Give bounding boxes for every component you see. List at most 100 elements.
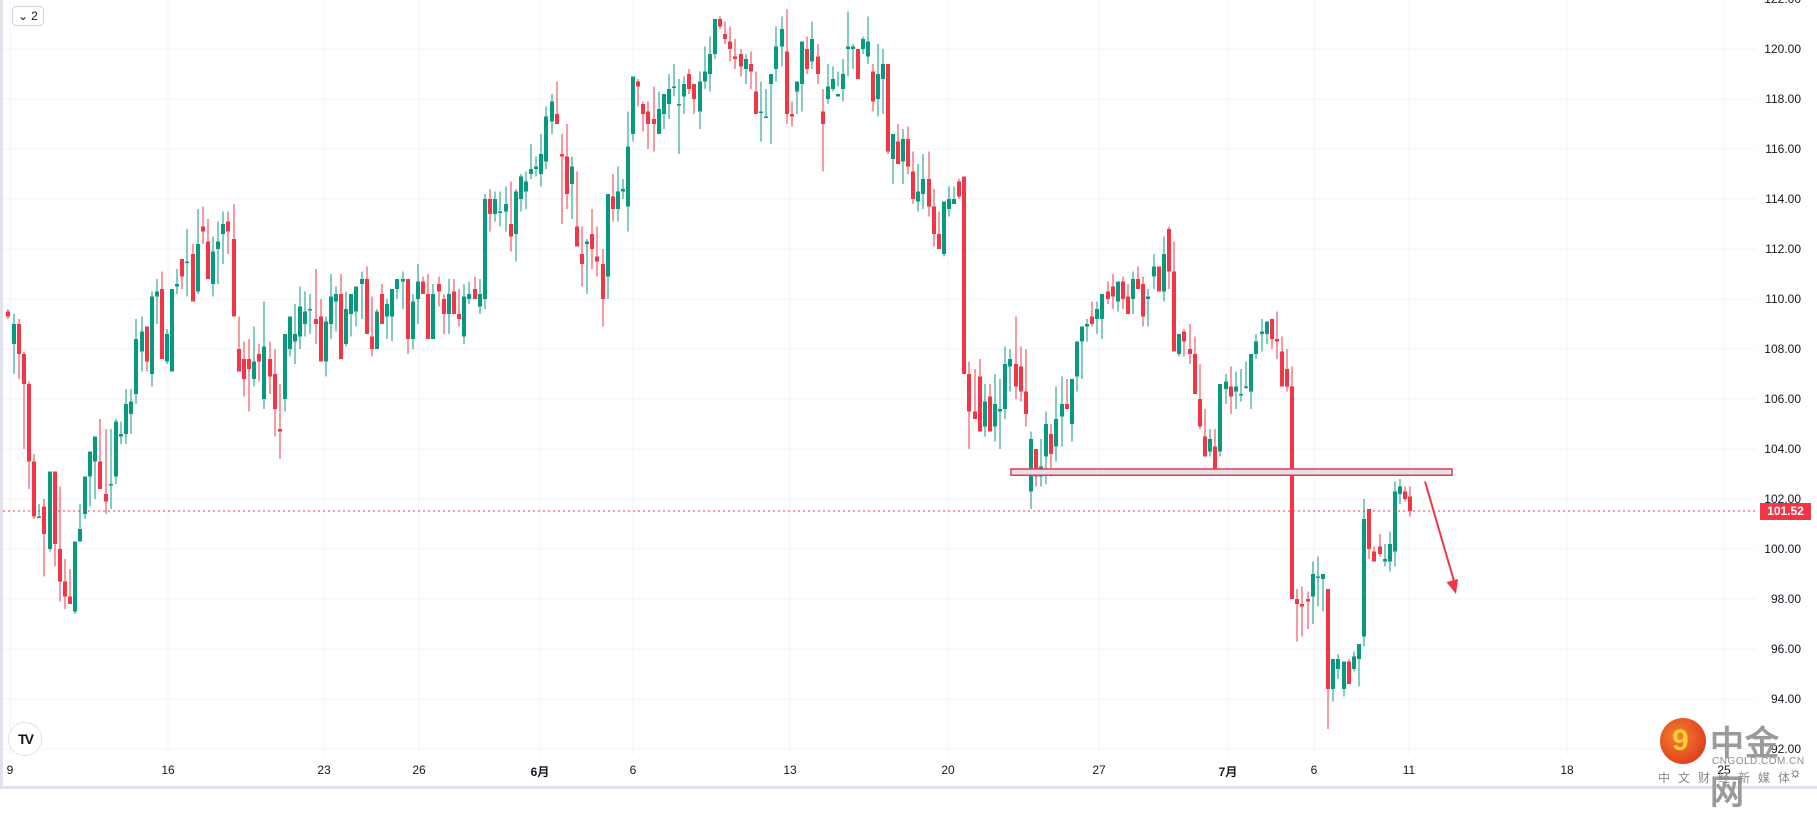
candle: [83, 476, 87, 519]
candle: [708, 36, 712, 92]
candle: [395, 279, 399, 299]
candle: [252, 326, 256, 387]
candle: [278, 384, 282, 459]
candle: [237, 316, 241, 372]
price-tick-label: 94.00: [1770, 692, 1801, 706]
time-tick-label: 11: [1402, 763, 1416, 777]
candle: [1326, 589, 1330, 729]
candle: [288, 316, 292, 357]
candle: [1157, 266, 1161, 292]
candle: [12, 314, 16, 374]
time-tick-label: 16: [161, 763, 175, 777]
candle: [88, 451, 92, 507]
candle: [646, 101, 650, 149]
candle: [1244, 361, 1248, 389]
candle: [1080, 326, 1084, 379]
candle: [1116, 281, 1120, 312]
candles: [6, 9, 1412, 729]
candle: [1331, 659, 1335, 702]
candle: [611, 174, 615, 222]
candle: [988, 384, 992, 432]
candle: [509, 181, 513, 252]
resistance-zone-rectangle[interactable]: [1010, 468, 1453, 476]
candle: [800, 41, 804, 112]
candlestick-plot[interactable]: [0, 0, 1817, 789]
price-tick-label: 106.00: [1764, 392, 1801, 406]
candle: [73, 541, 77, 614]
candle: [1280, 336, 1284, 387]
candle: [104, 429, 108, 514]
series-toggle-button[interactable]: ⌄ 2: [12, 6, 44, 26]
candle: [1141, 276, 1145, 327]
time-tick-label: 6月: [530, 765, 550, 779]
price-tick-label: 116.00: [1765, 142, 1801, 156]
candle: [1213, 429, 1217, 469]
candle: [1095, 301, 1099, 334]
candle: [411, 294, 415, 349]
candle: [216, 221, 220, 284]
candle: [303, 291, 307, 337]
candle: [718, 16, 722, 29]
candle: [1254, 334, 1258, 359]
candle: [856, 49, 860, 79]
candle: [682, 76, 686, 114]
candle: [641, 101, 645, 132]
candle: [221, 211, 225, 264]
candle: [17, 319, 21, 379]
candle: [129, 389, 133, 434]
time-tick-label: 13: [783, 763, 797, 777]
candle: [1372, 546, 1376, 562]
candle: [334, 286, 338, 332]
candle: [1398, 479, 1402, 504]
time-tick-label: 25: [1717, 763, 1731, 777]
price-axis[interactable]: 122.00 120.00 118.00 116.00 114.00 112.00 110.…: [1756, 0, 1817, 789]
candle: [349, 294, 353, 337]
candle: [759, 81, 763, 142]
candle: [1090, 301, 1094, 327]
candle: [1060, 376, 1064, 447]
candle: [1352, 651, 1356, 672]
candle: [565, 124, 569, 209]
candle: [78, 504, 82, 542]
candle: [723, 21, 727, 44]
candle: [1311, 561, 1315, 624]
candle: [119, 421, 123, 444]
candle: [431, 284, 435, 339]
candle: [876, 44, 880, 117]
candle: [273, 349, 277, 437]
candle: [891, 134, 895, 184]
time-tick-label: 6: [1310, 763, 1318, 777]
tradingview-logo[interactable]: TV: [8, 722, 42, 756]
candle: [1300, 586, 1304, 637]
candle: [1065, 379, 1069, 409]
candle: [519, 174, 523, 212]
candle: [308, 294, 312, 334]
time-tick-label: 26: [412, 763, 426, 777]
candle: [370, 296, 374, 357]
down-arrow-line[interactable]: [1424, 481, 1457, 589]
candle: [1265, 321, 1269, 344]
bottom-border: [0, 786, 1817, 789]
candle: [886, 64, 890, 154]
candle: [871, 64, 875, 112]
candle: [973, 369, 977, 419]
gear-icon[interactable]: ☼: [1789, 764, 1802, 780]
candle: [1306, 591, 1310, 629]
candle: [1229, 366, 1233, 414]
candle: [590, 209, 594, 269]
candle: [339, 274, 343, 359]
candle: [375, 309, 379, 349]
price-tick-label: 100.00: [1764, 542, 1801, 556]
candle: [575, 171, 579, 247]
candle: [170, 289, 174, 372]
candle: [1049, 424, 1053, 477]
candle: [947, 186, 951, 217]
candle: [544, 106, 548, 169]
candle: [1100, 294, 1104, 339]
candle: [473, 276, 477, 299]
price-tick-label: 110.00: [1765, 292, 1801, 306]
candle: [585, 239, 589, 294]
candle: [785, 9, 789, 124]
candle: [421, 276, 425, 294]
candle: [390, 289, 394, 342]
